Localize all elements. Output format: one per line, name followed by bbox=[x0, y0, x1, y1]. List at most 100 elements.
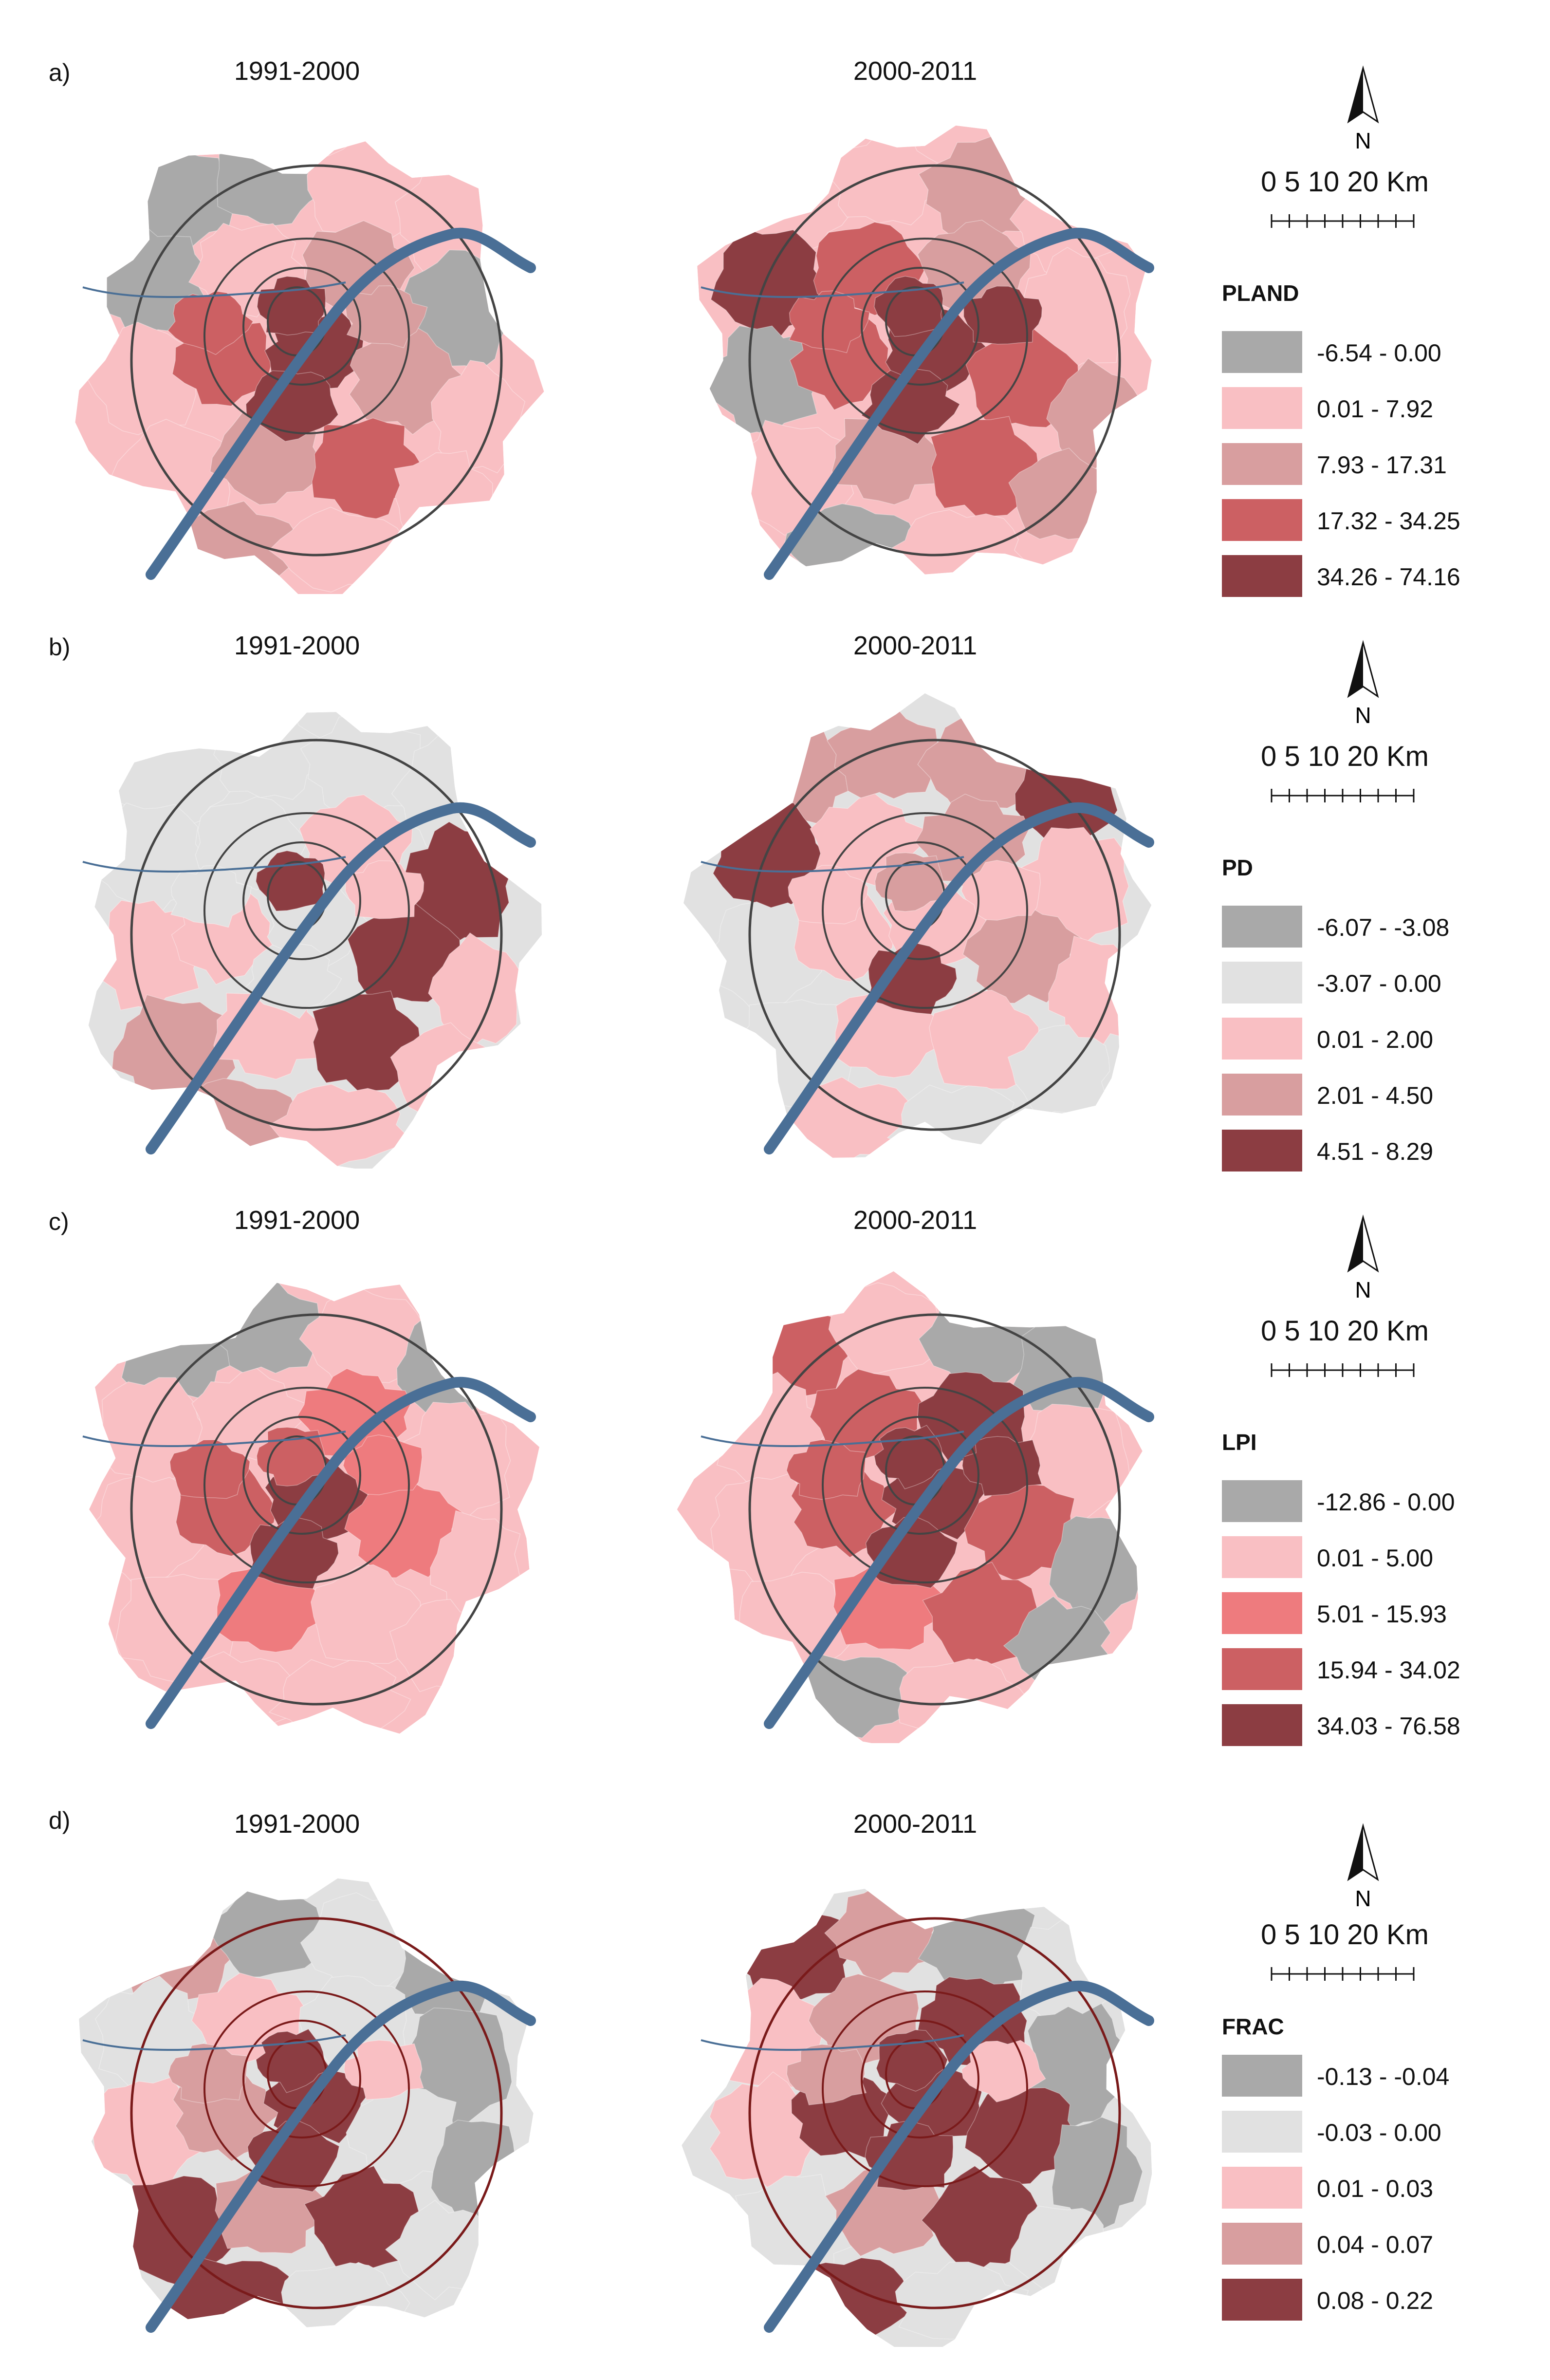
ring-road bbox=[203, 812, 410, 1009]
ring-road bbox=[203, 1990, 410, 2187]
ring-road bbox=[822, 238, 1028, 434]
legend-item: 5.01 - 15.93 bbox=[1222, 1592, 1524, 1648]
panel-pland: a) 1991-2000 2000-2011 N 0 5 10 20 Km PLAND -6… bbox=[0, 0, 1550, 603]
tributary bbox=[82, 281, 346, 298]
map-region bbox=[961, 2040, 1046, 2102]
map-title-2000-2011: 2000-2011 bbox=[853, 1206, 978, 1235]
legend-swatch bbox=[1222, 2111, 1302, 2153]
legend-item: -12.86 - 0.00 bbox=[1222, 1480, 1524, 1536]
legend-label: 0.04 - 0.07 bbox=[1317, 2231, 1434, 2258]
ring-road bbox=[822, 1387, 1028, 1583]
choropleth-map bbox=[677, 1271, 1154, 1748]
north-arrow-icon: N bbox=[1347, 1823, 1379, 1911]
scale-labels: 0 5 10 20 Km bbox=[1261, 1315, 1429, 1347]
legend-swatch bbox=[1222, 1704, 1302, 1746]
panel-label: a) bbox=[49, 59, 71, 86]
ring-road bbox=[861, 2020, 979, 2138]
north-arrow-icon: N bbox=[1347, 640, 1379, 728]
map-region bbox=[964, 1478, 1075, 1581]
map-lpi-2000-2011 bbox=[677, 1256, 1173, 1748]
ring-road bbox=[748, 1313, 1121, 1706]
choropleth-map bbox=[75, 141, 544, 603]
map-region bbox=[828, 1282, 939, 1374]
north-arrow-icon: N bbox=[1347, 65, 1379, 153]
legend-item: 7.93 - 17.31 bbox=[1222, 443, 1524, 499]
tributary bbox=[82, 856, 346, 873]
legend: -0.13 - -0.04 -0.03 - 0.00 0.01 - 0.03 0.04… bbox=[1222, 2055, 1524, 2335]
legend-item: 0.01 - 7.92 bbox=[1222, 387, 1524, 443]
north-arrow: N bbox=[1334, 1212, 1392, 1310]
map-title-1991-2000: 1991-2000 bbox=[234, 1809, 360, 1839]
ring-road bbox=[242, 267, 361, 386]
legend-item: 0.01 - 0.03 bbox=[1222, 2167, 1524, 2223]
legend-swatch bbox=[1222, 331, 1302, 373]
river bbox=[764, 1376, 1154, 1729]
map-region bbox=[786, 1439, 866, 1500]
north-arrow: N bbox=[1334, 1821, 1392, 1918]
tributary bbox=[701, 281, 964, 298]
legend-swatch bbox=[1222, 499, 1302, 541]
legend-label: 34.03 - 76.58 bbox=[1317, 1712, 1460, 1740]
legend-label: -6.07 - -3.08 bbox=[1317, 914, 1450, 941]
map-region bbox=[245, 370, 339, 442]
legend-label: 2.01 - 4.50 bbox=[1317, 1082, 1434, 1109]
choropleth-map bbox=[697, 125, 1154, 580]
legend-item: 0.01 - 5.00 bbox=[1222, 1536, 1524, 1592]
north-label: N bbox=[1355, 128, 1371, 153]
ring-road bbox=[203, 1387, 410, 1583]
scale-bar: 0 5 10 20 Km bbox=[1261, 1315, 1490, 1393]
legend-swatch bbox=[1222, 2279, 1302, 2321]
ring-road bbox=[130, 739, 503, 1131]
legend-label: 7.93 - 17.31 bbox=[1317, 451, 1447, 479]
choropleth-map bbox=[79, 1878, 536, 2333]
map-title-1991-2000: 1991-2000 bbox=[234, 631, 360, 660]
legend-item: 17.32 - 34.25 bbox=[1222, 499, 1524, 555]
map-region bbox=[962, 1436, 1043, 1497]
river bbox=[146, 802, 536, 1154]
map-region bbox=[299, 1285, 424, 1391]
scale-bar: 0 5 10 20 Km bbox=[1261, 166, 1490, 243]
map-pd-2000-2011 bbox=[677, 682, 1173, 1169]
choropleth-map bbox=[82, 712, 542, 1171]
legend-swatch bbox=[1222, 1592, 1302, 1634]
map-region bbox=[431, 360, 526, 474]
legend-item: 4.51 - 8.29 bbox=[1222, 1130, 1524, 1186]
north-label: N bbox=[1355, 703, 1371, 728]
map-frac-1991-2000 bbox=[58, 1860, 555, 2347]
map-region bbox=[965, 326, 1079, 428]
river bbox=[764, 1980, 1154, 2333]
legend-swatch bbox=[1222, 2223, 1302, 2265]
choropleth-map bbox=[82, 1283, 539, 1734]
legend-swatch bbox=[1222, 906, 1302, 948]
legend-label: 15.94 - 34.02 bbox=[1317, 1656, 1460, 1684]
river bbox=[146, 1376, 536, 1729]
panel-pd: b) 1991-2000 2000-2011 N 0 5 10 20 Km PD -6.07… bbox=[0, 575, 1550, 1171]
ring-road bbox=[748, 739, 1121, 1131]
map-region bbox=[788, 865, 869, 925]
legend-item: 15.94 - 34.02 bbox=[1222, 1648, 1524, 1704]
ring-road bbox=[822, 1990, 1028, 2187]
legend-label: -6.54 - 0.00 bbox=[1317, 339, 1441, 367]
map-region bbox=[312, 417, 424, 521]
legend-swatch bbox=[1222, 555, 1302, 597]
legend-swatch bbox=[1222, 1018, 1302, 1060]
scale-labels: 0 5 10 20 Km bbox=[1261, 166, 1429, 198]
map-region bbox=[247, 2120, 340, 2193]
tributary bbox=[82, 2034, 346, 2051]
panel-label: b) bbox=[49, 633, 71, 661]
ring-road bbox=[861, 1416, 979, 1535]
tributary bbox=[701, 856, 964, 873]
north-label: N bbox=[1355, 1886, 1371, 1911]
legend-label: -0.13 - -0.04 bbox=[1317, 2063, 1450, 2090]
map-pd-1991-2000 bbox=[58, 682, 555, 1171]
tributary bbox=[701, 1431, 964, 1447]
north-arrow: N bbox=[1334, 638, 1392, 735]
legend-item: -0.13 - -0.04 bbox=[1222, 2055, 1524, 2111]
map-region bbox=[344, 2040, 424, 2101]
legend-label: 0.08 - 0.22 bbox=[1317, 2287, 1434, 2314]
map-title-1991-2000: 1991-2000 bbox=[234, 56, 360, 86]
scale-ticks bbox=[1271, 214, 1415, 228]
legend: -12.86 - 0.00 0.01 - 5.00 5.01 - 15.93 15.9… bbox=[1222, 1480, 1524, 1760]
legend-label: 17.32 - 34.25 bbox=[1317, 507, 1460, 535]
north-arrow: N bbox=[1334, 63, 1392, 161]
